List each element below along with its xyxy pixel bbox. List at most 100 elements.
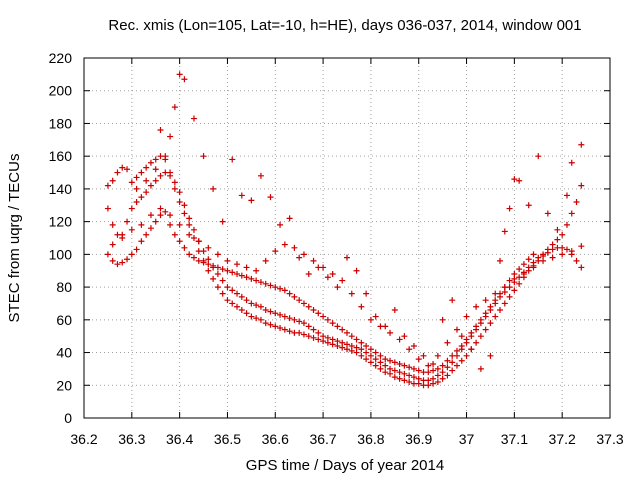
data-point bbox=[367, 346, 374, 353]
data-point bbox=[162, 153, 169, 160]
data-point bbox=[382, 323, 389, 330]
data-point bbox=[190, 226, 197, 233]
data-point bbox=[358, 339, 365, 346]
data-point bbox=[124, 218, 131, 225]
data-point bbox=[530, 264, 537, 271]
data-point bbox=[214, 251, 221, 258]
data-point bbox=[425, 362, 432, 369]
y-tick-labels: 0 20 40 60 80 100 120 140 160 180 200 220 bbox=[49, 50, 73, 426]
data-point bbox=[449, 352, 456, 359]
data-point bbox=[143, 189, 150, 196]
data-point bbox=[401, 370, 408, 377]
data-point bbox=[205, 267, 212, 274]
data-point bbox=[554, 236, 561, 243]
data-point bbox=[482, 326, 489, 333]
data-point bbox=[109, 177, 116, 184]
data-point bbox=[329, 271, 336, 277]
data-point bbox=[286, 315, 293, 322]
data-point bbox=[181, 210, 188, 217]
data-point bbox=[415, 367, 422, 374]
data-point bbox=[229, 269, 236, 276]
data-point bbox=[238, 272, 245, 279]
data-point bbox=[157, 127, 164, 133]
data-point bbox=[473, 323, 480, 330]
data-point bbox=[444, 372, 451, 379]
data-point bbox=[272, 310, 279, 317]
x-tick-label: 36.9 bbox=[405, 431, 432, 447]
y-tick-label: 140 bbox=[49, 181, 73, 197]
data-point bbox=[497, 307, 504, 313]
data-point bbox=[310, 257, 317, 264]
data-point bbox=[171, 104, 178, 111]
data-point bbox=[176, 238, 183, 245]
data-point bbox=[119, 259, 126, 266]
data-point bbox=[253, 315, 260, 322]
data-point bbox=[501, 228, 508, 235]
data-point bbox=[540, 257, 547, 264]
data-point bbox=[382, 369, 389, 376]
data-point bbox=[257, 316, 264, 323]
data-point bbox=[344, 329, 350, 336]
data-point bbox=[516, 177, 523, 184]
data-point bbox=[281, 287, 288, 294]
x-tick-label: 36.4 bbox=[166, 431, 193, 447]
data-point bbox=[540, 251, 547, 258]
data-point bbox=[439, 362, 446, 369]
data-point bbox=[458, 333, 465, 340]
data-point bbox=[544, 246, 551, 253]
data-point bbox=[128, 179, 135, 186]
data-point bbox=[449, 367, 456, 374]
data-point bbox=[410, 365, 417, 372]
y-tick-label: 160 bbox=[49, 148, 73, 164]
data-point bbox=[248, 313, 255, 320]
data-point bbox=[162, 169, 169, 176]
data-point bbox=[563, 192, 570, 199]
data-point bbox=[353, 344, 360, 351]
data-point bbox=[272, 323, 279, 330]
data-point bbox=[124, 256, 131, 263]
data-point bbox=[344, 254, 350, 261]
data-point bbox=[315, 336, 322, 343]
data-point bbox=[511, 176, 518, 183]
data-point bbox=[434, 365, 441, 372]
data-point bbox=[324, 316, 331, 323]
data-point bbox=[152, 166, 159, 173]
y-tick-label: 180 bbox=[49, 115, 73, 131]
data-point bbox=[296, 297, 303, 304]
data-point bbox=[190, 235, 197, 241]
data-point bbox=[339, 326, 346, 333]
data-point bbox=[430, 361, 437, 367]
data-point bbox=[286, 215, 293, 222]
data-point bbox=[186, 221, 193, 228]
data-point bbox=[511, 287, 518, 294]
data-point bbox=[324, 334, 331, 341]
data-point bbox=[219, 290, 226, 297]
data-point bbox=[463, 313, 470, 320]
data-point bbox=[300, 300, 307, 307]
data-point bbox=[568, 159, 575, 166]
data-point bbox=[458, 357, 465, 364]
data-point bbox=[535, 254, 542, 261]
data-point bbox=[224, 267, 231, 274]
data-point bbox=[152, 177, 159, 184]
data-point bbox=[387, 357, 394, 364]
data-point bbox=[229, 156, 236, 163]
data-point bbox=[511, 275, 518, 282]
data-point bbox=[138, 238, 145, 245]
data-point bbox=[267, 308, 274, 315]
data-point bbox=[315, 310, 322, 317]
data-point bbox=[554, 226, 561, 233]
data-point bbox=[119, 164, 126, 171]
x-tick-label: 36.3 bbox=[118, 431, 145, 447]
data-point bbox=[501, 284, 508, 291]
data-point bbox=[549, 254, 556, 261]
data-point bbox=[563, 246, 570, 253]
data-point bbox=[434, 379, 441, 385]
data-point bbox=[410, 343, 417, 349]
data-point bbox=[329, 320, 336, 327]
data-point bbox=[363, 290, 370, 297]
data-point bbox=[501, 300, 508, 307]
data-point bbox=[234, 261, 241, 268]
data-point bbox=[181, 76, 188, 83]
data-point bbox=[176, 71, 183, 78]
